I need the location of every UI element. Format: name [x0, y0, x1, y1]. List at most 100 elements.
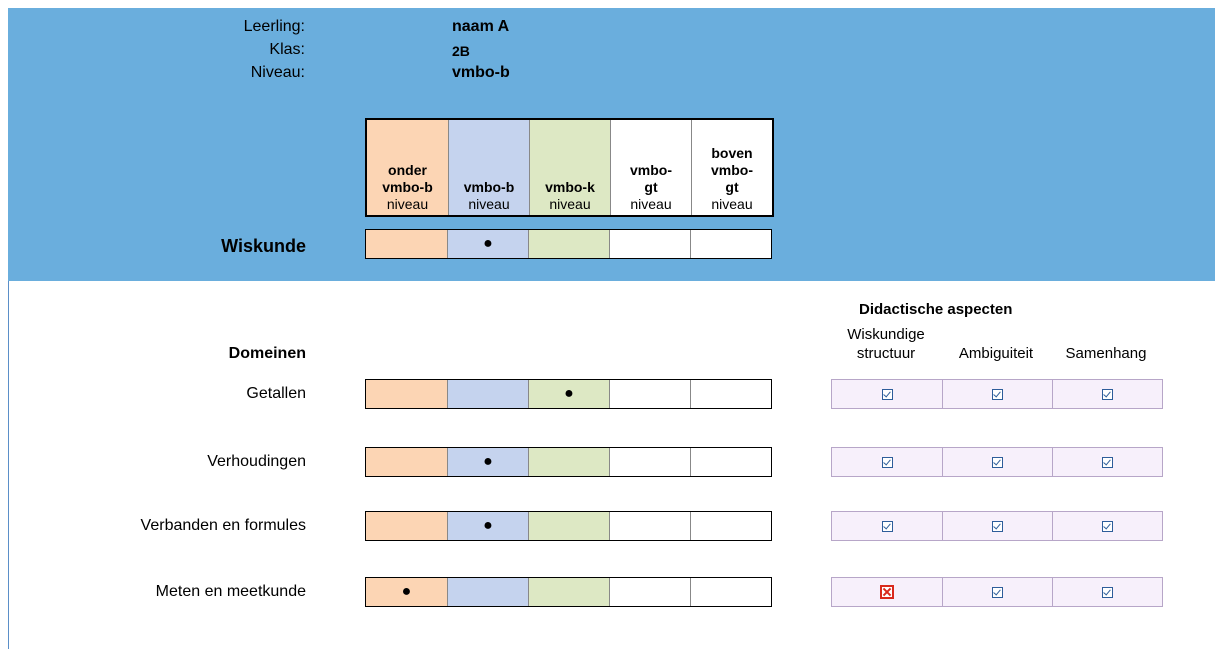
domain-label: Verhoudingen [207, 453, 306, 470]
didactic-cell [1052, 578, 1162, 606]
didactic-cell [1052, 448, 1162, 476]
level-cell [690, 578, 771, 606]
checkbox-checked-icon[interactable] [1102, 456, 1113, 468]
checkbox-checked-icon[interactable] [992, 388, 1003, 400]
level-marker-icon: ● [483, 235, 493, 252]
domain-level-bar: ● [365, 511, 772, 541]
level-cell [528, 512, 609, 540]
subject-label: Wiskunde [221, 236, 306, 256]
didactic-cell [1052, 380, 1162, 408]
level-header-line: gt [725, 179, 739, 195]
level-marker-icon: ● [483, 517, 493, 534]
didactic-cell [832, 512, 942, 540]
checkbox-checked-icon[interactable] [881, 388, 893, 400]
domain-label: Meten en meetkunde [155, 583, 306, 600]
level-header-line: vmbo- [711, 162, 753, 178]
level-header-line: niveau [549, 196, 591, 212]
level-header-vmbo-k: vmbo-k niveau [529, 120, 610, 215]
column-header-structure: Wiskundige structuur [831, 325, 941, 363]
level-header-line: vmbo-b [463, 179, 515, 195]
level-cell: ● [447, 448, 528, 476]
class-label: Klas: [269, 41, 305, 58]
column-header-line: structuur [856, 345, 916, 362]
level-header-vmbo-b: vmbo-b niveau [448, 120, 529, 215]
level-header-line: boven [711, 145, 753, 161]
level-cell [609, 578, 690, 606]
level-cell: ● [366, 578, 447, 606]
student-name: naam A [452, 18, 510, 35]
column-header-line: Wiskundige [847, 326, 925, 343]
level-cell: ● [447, 512, 528, 540]
didactic-cell [832, 448, 942, 476]
level-legend: onder vmbo-b niveau vmbo-b niveau vmbo-k… [365, 118, 774, 217]
subject-level-bar: ● [365, 229, 772, 259]
level-header-line: onder [388, 162, 427, 178]
didactic-checks [831, 447, 1163, 477]
level-cell: ● [528, 380, 609, 408]
level-header-line: vmbo-b [382, 179, 433, 195]
level-header-line: vmbo- [630, 162, 672, 178]
domain-label: Verbanden en formules [140, 517, 306, 534]
didactic-cell [942, 380, 1052, 408]
level-header-vmbo-gt: vmbo- gt niveau [610, 120, 691, 215]
checkbox-cross-icon[interactable] [880, 585, 894, 599]
didactic-checks [831, 577, 1163, 607]
domain-level-bar: ● [365, 447, 772, 477]
level-cell [609, 512, 690, 540]
level-marker-icon: ● [401, 583, 412, 600]
didactic-checks [831, 511, 1163, 541]
level-cell [447, 380, 528, 408]
checkbox-checked-icon[interactable] [992, 520, 1003, 532]
level-cell [609, 380, 690, 408]
level-header-line: niveau [630, 196, 672, 212]
didactic-cell [942, 448, 1052, 476]
domain-label: Getallen [246, 385, 306, 402]
column-header-ambiguity: Ambiguiteit [958, 345, 1034, 362]
level-marker-icon: ● [483, 453, 493, 470]
level-cell [366, 380, 447, 408]
didactic-cell [942, 512, 1052, 540]
level-header-line: vmbo-k [545, 179, 595, 195]
level-header-line: niveau [468, 196, 510, 212]
student-label: Leerling: [243, 18, 305, 35]
level-cell: ● [447, 230, 528, 258]
class-value: 2B [452, 43, 470, 59]
didactic-heading: Didactische aspecten [859, 301, 1013, 318]
level-marker-icon: ● [564, 385, 574, 402]
checkbox-checked-icon[interactable] [1102, 388, 1113, 400]
checkbox-checked-icon[interactable] [992, 456, 1003, 468]
didactic-cell [942, 578, 1052, 606]
level-cell [690, 380, 771, 408]
level-cell [528, 448, 609, 476]
didactic-cell [832, 380, 942, 408]
checkbox-checked-icon[interactable] [881, 520, 893, 532]
checkbox-checked-icon[interactable] [992, 586, 1003, 598]
level-cell [528, 578, 609, 606]
left-border [8, 281, 9, 649]
level-header-onder-vmbo-b: onder vmbo-b niveau [367, 120, 448, 215]
level-cell [366, 230, 447, 258]
checkbox-checked-icon[interactable] [881, 456, 893, 468]
checkbox-checked-icon[interactable] [1102, 520, 1113, 532]
level-cell [690, 230, 771, 258]
column-header-coherence: Samenhang [1065, 345, 1147, 362]
level-cell [366, 448, 447, 476]
level-cell [609, 230, 690, 258]
level-cell [690, 512, 771, 540]
level-cell [609, 448, 690, 476]
level-header-boven-vmbo-gt: boven vmbo- gt niveau [691, 120, 772, 215]
didactic-cell [1052, 512, 1162, 540]
level-header-line: niveau [711, 196, 753, 212]
didactic-checks [831, 379, 1163, 409]
level-label: Niveau: [250, 64, 305, 81]
level-cell [528, 230, 609, 258]
level-cell [447, 578, 528, 606]
level-cell [690, 448, 771, 476]
checkbox-checked-icon[interactable] [1102, 586, 1113, 598]
domain-level-bar: ● [365, 379, 772, 409]
domains-heading: Domeinen [228, 345, 306, 362]
didactic-cell [832, 578, 942, 606]
level-value: vmbo-b [452, 64, 510, 81]
level-header-line: gt [644, 179, 658, 195]
domain-level-bar: ● [365, 577, 772, 607]
